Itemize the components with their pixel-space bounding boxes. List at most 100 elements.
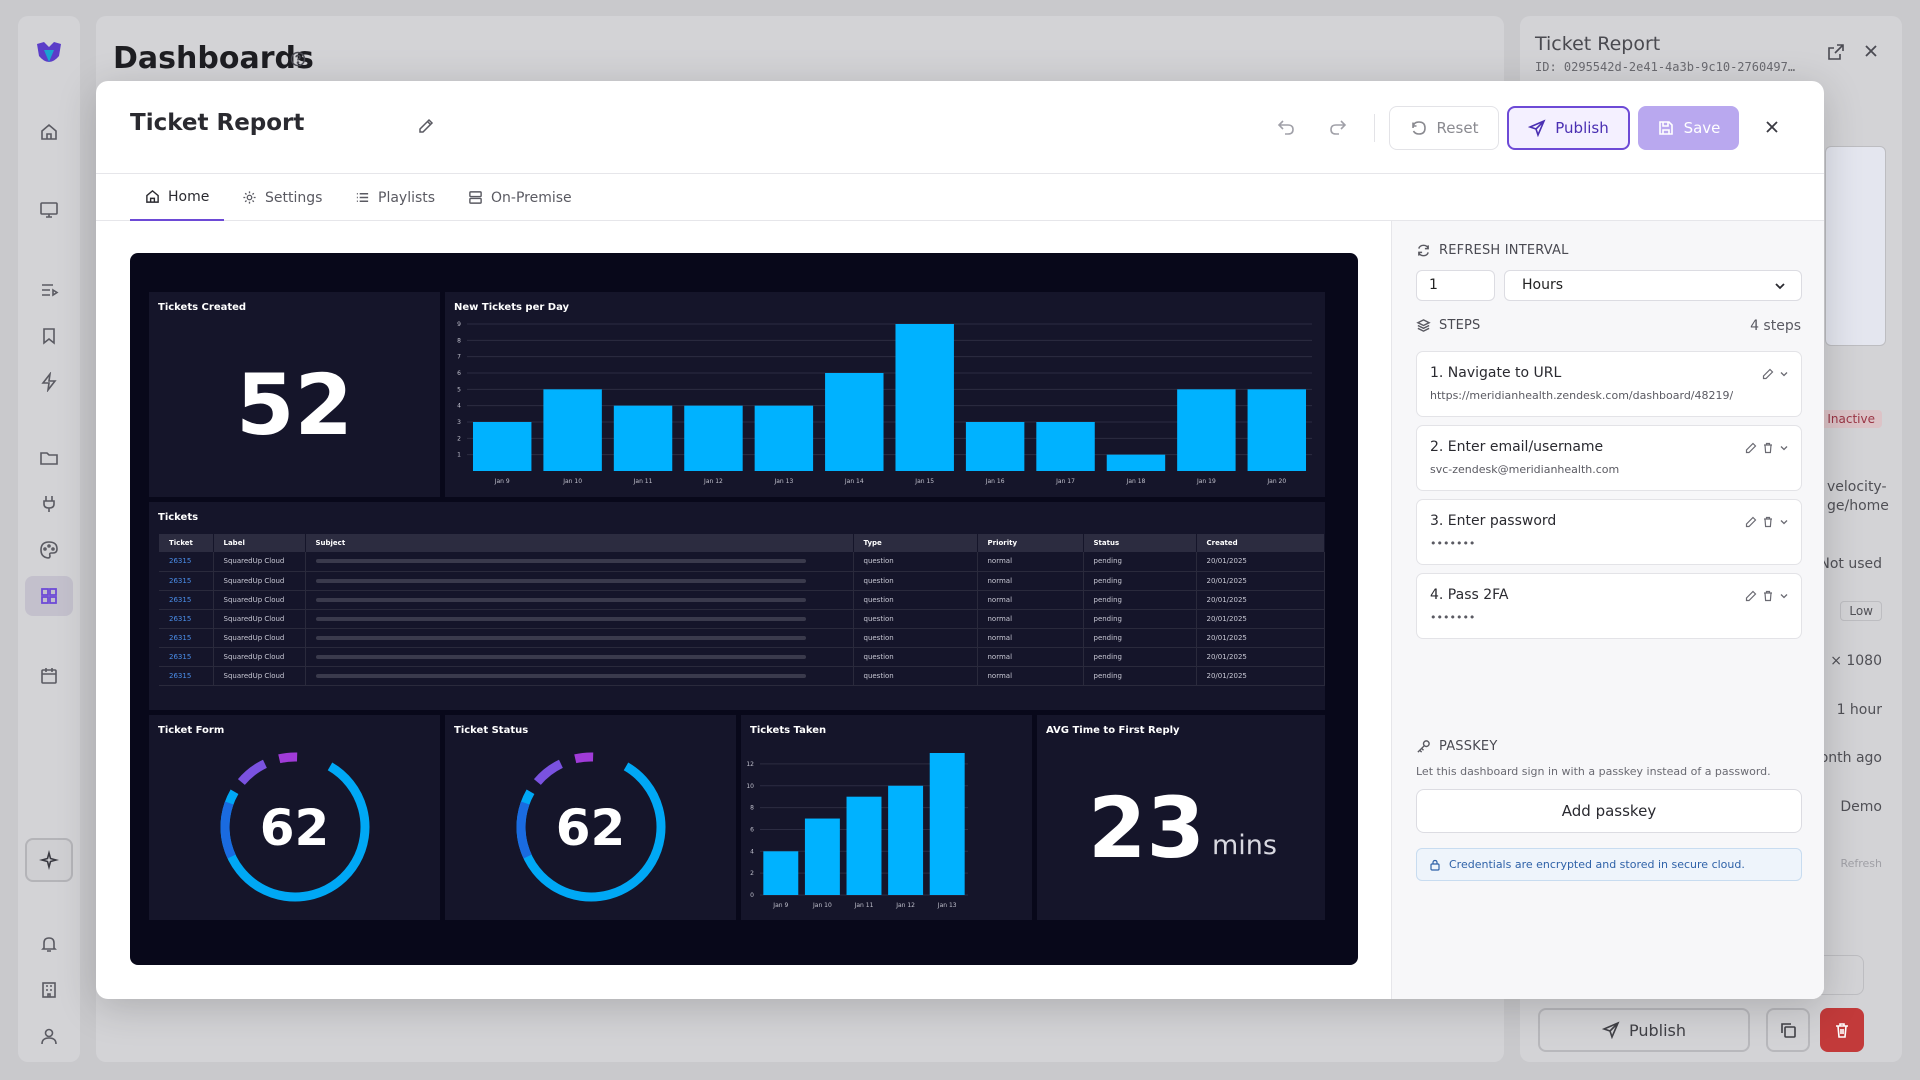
tab-playlists[interactable]: Playlists	[355, 174, 435, 221]
dashboards-icon[interactable]	[25, 576, 73, 616]
table-row[interactable]: 26315 SquaredUp Cloud question normal pendin…	[159, 552, 1325, 572]
bookmark-icon[interactable]	[37, 324, 61, 348]
gear-icon	[242, 190, 257, 205]
ticket-type: question	[853, 571, 978, 591]
list-icon	[355, 190, 370, 205]
table-row[interactable]: 26315 SquaredUp Cloud question normal pendin…	[159, 609, 1325, 629]
modal-title: Ticket Report	[130, 110, 305, 136]
chevron-down-icon[interactable]	[1779, 443, 1789, 453]
step-card[interactable]: 4. Pass 2FA •••••••	[1416, 573, 1802, 639]
ticket-type: question	[853, 590, 978, 610]
ticket-created: 20/01/2025	[1196, 590, 1325, 610]
ticket-label: SquaredUp Cloud	[213, 571, 306, 591]
column-header: Type	[853, 534, 978, 552]
bell-icon[interactable]	[37, 932, 61, 956]
table-row[interactable]: 26315 SquaredUp Cloud question normal pendin…	[159, 666, 1325, 686]
tickets-table-tile: Tickets Ticket Label Subject Type Priori…	[149, 502, 1325, 710]
tab-settings[interactable]: Settings	[242, 174, 322, 221]
trash-icon[interactable]	[1762, 590, 1774, 602]
passkey-label: Passkey	[1416, 739, 1498, 754]
details-publish-button[interactable]: Publish	[1538, 1008, 1750, 1052]
ticket-created: 20/01/2025	[1196, 666, 1325, 686]
pencil-icon[interactable]	[1745, 590, 1757, 602]
app-logo[interactable]	[33, 38, 65, 70]
sparkle-icon[interactable]	[25, 838, 73, 882]
step-card[interactable]: 3. Enter password •••••••	[1416, 499, 1802, 565]
external-link-icon[interactable]	[1826, 42, 1846, 62]
save-icon	[1657, 119, 1675, 137]
close-icon[interactable]	[1762, 117, 1782, 137]
playlist-icon[interactable]	[37, 278, 61, 302]
new-tickets-chart: 1 2 3 4 5 6 7 8 9 Jan 9 Jan 10 Jan 11 Jan 12 Jan 13 Ja…	[457, 321, 1312, 485]
refresh-unit-value: Hours	[1522, 277, 1564, 293]
tab-on-premise-label: On-Premise	[491, 189, 572, 206]
x-tick-label: Jan 14	[844, 478, 864, 485]
home-icon[interactable]	[37, 120, 61, 144]
trash-icon[interactable]	[1762, 516, 1774, 528]
security-note: Credentials are encrypted and stored in …	[1416, 848, 1802, 881]
redacted-subject	[315, 597, 806, 602]
copy-button[interactable]	[1766, 1008, 1810, 1052]
table-row[interactable]: 26315 SquaredUp Cloud question normal pendin…	[159, 590, 1325, 610]
undo-icon[interactable]	[1276, 117, 1296, 137]
chevron-down-icon[interactable]	[1779, 517, 1789, 527]
tickets-created-tile: Tickets Created 52	[149, 292, 440, 497]
bar	[684, 405, 743, 471]
ticket-subject	[305, 628, 854, 648]
lightning-icon[interactable]	[37, 370, 61, 394]
save-button[interactable]: Save	[1638, 106, 1739, 150]
tab-on-premise[interactable]: On-Premise	[468, 174, 572, 221]
tile-title: Tickets	[158, 512, 199, 523]
chevron-down-icon[interactable]	[1779, 369, 1789, 379]
palette-icon[interactable]	[37, 538, 61, 562]
passkey-text: Passkey	[1439, 739, 1498, 754]
refresh-unit-select[interactable]: Hours	[1504, 270, 1802, 301]
table-row[interactable]: 26315 SquaredUp Cloud question normal pendin…	[159, 647, 1325, 667]
close-panel-icon[interactable]	[1862, 42, 1880, 60]
details-title: Ticket Report	[1535, 33, 1661, 55]
redacted-subject	[315, 578, 806, 583]
y-tick-label: 2	[750, 870, 754, 877]
dashboard-thumbnail[interactable]	[1825, 146, 1886, 346]
y-tick-label: 10	[746, 783, 754, 790]
trash-icon[interactable]	[1762, 442, 1774, 454]
chevron-down-icon[interactable]	[1779, 591, 1789, 601]
bar	[763, 851, 799, 895]
table-row[interactable]: 26315 SquaredUp Cloud question normal pendin…	[159, 571, 1325, 591]
pencil-icon[interactable]	[1762, 368, 1774, 380]
table-row[interactable]: 26315 SquaredUp Cloud question normal pendin…	[159, 628, 1325, 648]
ticket-type: question	[853, 666, 978, 686]
pencil-icon[interactable]	[1745, 442, 1757, 454]
publish-button[interactable]: Publish	[1507, 106, 1630, 150]
x-tick-label: Jan 13	[773, 478, 793, 485]
ticket-priority: normal	[977, 590, 1084, 610]
reset-button[interactable]: Reset	[1389, 106, 1499, 150]
x-tick-label: Jan 15	[914, 478, 934, 485]
tickets-created-value: 52	[236, 356, 353, 454]
y-tick-label: 9	[457, 321, 461, 328]
building-icon[interactable]	[37, 978, 61, 1002]
calendar-icon[interactable]	[37, 664, 61, 688]
delete-button[interactable]	[1820, 1008, 1864, 1052]
monitor-icon[interactable]	[37, 198, 61, 222]
column-header: Subject	[305, 534, 854, 552]
tile-title: AVG Time to First Reply	[1046, 725, 1180, 736]
column-header: Status	[1083, 534, 1197, 552]
step-card[interactable]: 1. Navigate to URL https://meridianhealt…	[1416, 351, 1802, 417]
user-icon[interactable]	[37, 1024, 61, 1048]
pencil-icon[interactable]	[1745, 516, 1757, 528]
tab-home[interactable]: Home	[130, 174, 225, 221]
bar	[1106, 454, 1166, 471]
pencil-icon[interactable]	[417, 117, 435, 135]
redo-icon[interactable]	[1328, 117, 1348, 137]
plug-icon[interactable]	[37, 492, 61, 516]
tickets-table: Ticket Label Subject Type Priority Statu…	[159, 534, 1325, 686]
ticket-status: pending	[1083, 647, 1197, 667]
y-tick-label: 12	[746, 761, 754, 768]
folder-icon[interactable]	[37, 446, 61, 470]
add-passkey-button[interactable]: Add passkey	[1416, 789, 1802, 833]
help-icon[interactable]	[290, 51, 306, 67]
refresh-interval-input[interactable]: 1	[1416, 270, 1495, 301]
ticket-status: pending	[1083, 552, 1197, 572]
step-card[interactable]: 2. Enter email/username svc-zendesk@meri…	[1416, 425, 1802, 491]
